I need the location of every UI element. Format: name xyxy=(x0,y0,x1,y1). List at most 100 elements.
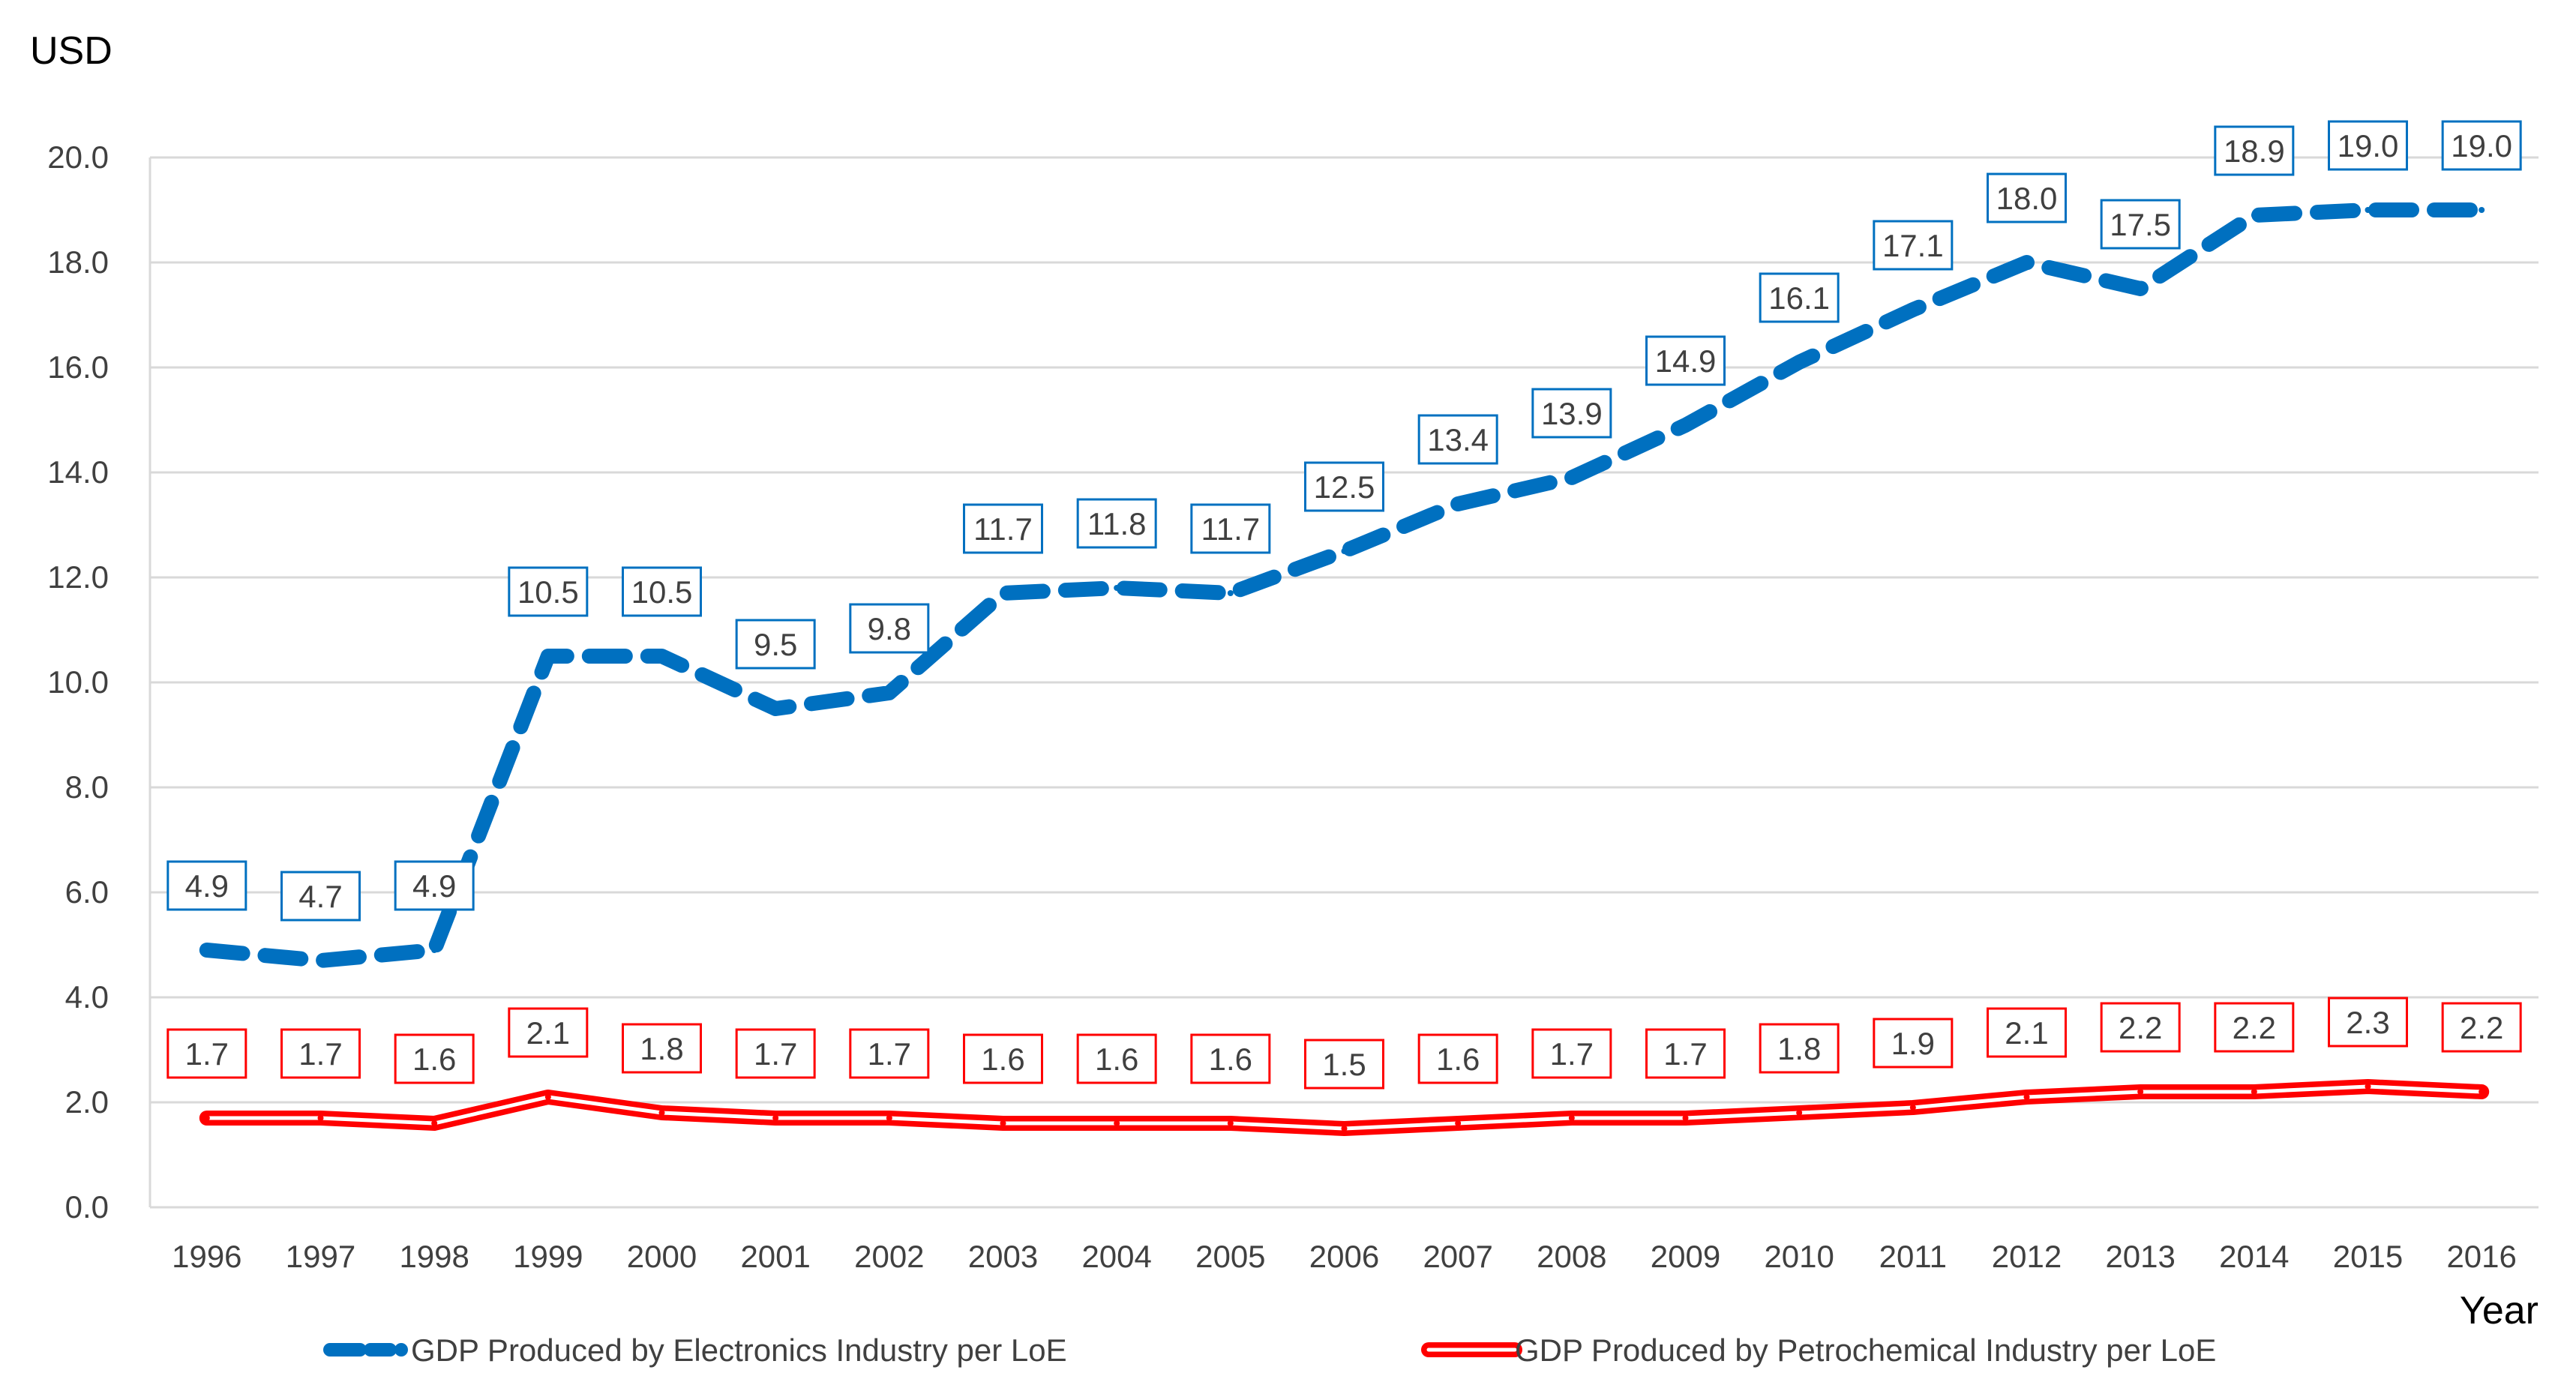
data-label-electronics: 11.7 xyxy=(1190,503,1271,554)
data-label-box-electronics xyxy=(2328,120,2408,171)
data-label-electronics: 4.9 xyxy=(394,860,475,911)
data-label-petrochemical: 1.5 xyxy=(1304,1039,1384,1090)
data-label-text-petrochemical: 1.7 xyxy=(298,1036,342,1072)
x-tick-label: 2010 xyxy=(1764,1239,1834,1274)
data-point-electronics xyxy=(544,653,551,659)
data-label-text-electronics: 19.0 xyxy=(2451,128,2512,163)
x-tick-label: 2014 xyxy=(2219,1239,2289,1274)
data-point-electronics xyxy=(2137,286,2144,292)
data-label-text-electronics: 4.9 xyxy=(185,868,229,904)
data-label-box-electronics xyxy=(849,603,930,654)
data-label-box-electronics xyxy=(2100,199,2181,250)
data-label-text-electronics: 9.8 xyxy=(868,611,911,646)
data-label-electronics: 10.5 xyxy=(508,566,589,617)
data-label-electronics: 14.9 xyxy=(1645,335,1726,386)
data-point-electronics xyxy=(1000,590,1006,596)
data-label-text-electronics: 11.7 xyxy=(1201,511,1261,547)
data-label-text-petrochemical: 1.7 xyxy=(868,1036,911,1072)
x-tick-label: 2012 xyxy=(1992,1239,2062,1274)
x-tick-label: 2007 xyxy=(1423,1239,1492,1274)
data-label-text-petrochemical: 1.8 xyxy=(1777,1031,1821,1066)
data-label-box-petrochemical xyxy=(1531,1028,1612,1079)
x-tick-label: 2000 xyxy=(627,1239,697,1274)
data-label-box-electronics xyxy=(508,566,589,617)
data-label-box-petrochemical xyxy=(394,1033,475,1084)
data-label-petrochemical: 1.7 xyxy=(735,1028,816,1079)
data-label-text-petrochemical: 1.8 xyxy=(640,1031,683,1066)
data-point-petrochemical xyxy=(1227,1120,1234,1126)
x-tick-label: 2008 xyxy=(1537,1239,1606,1274)
data-label-text-petrochemical: 2.2 xyxy=(2460,1010,2503,1045)
x-tick-label: 1998 xyxy=(399,1239,469,1274)
data-label-text-electronics: 17.5 xyxy=(2110,207,2171,242)
data-label-electronics: 18.9 xyxy=(2214,125,2295,176)
legend-item-petrochemical: GDP Produced by Petrochemical Industry p… xyxy=(1421,1333,2216,1368)
data-label-petrochemical: 1.7 xyxy=(849,1028,930,1079)
data-point-petrochemical xyxy=(1909,1105,1916,1111)
y-tick-label: 8.0 xyxy=(65,769,109,805)
data-point-petrochemical xyxy=(1000,1120,1006,1126)
y-tick-label: 20.0 xyxy=(47,139,109,175)
data-label-box-electronics xyxy=(622,566,702,617)
data-label-box-petrochemical xyxy=(849,1028,930,1079)
data-label-box-electronics xyxy=(1759,272,1840,323)
data-point-electronics xyxy=(2251,212,2257,218)
data-label-text-electronics: 9.5 xyxy=(754,627,797,662)
x-tick-label: 1999 xyxy=(513,1239,583,1274)
data-label-box-petrochemical xyxy=(2441,1002,2522,1053)
data-point-petrochemical xyxy=(2479,1089,2485,1095)
x-tick-label: 2002 xyxy=(854,1239,924,1274)
data-label-text-petrochemical: 1.6 xyxy=(1095,1042,1138,1077)
data-point-petrochemical xyxy=(1114,1120,1120,1126)
x-axis-ticks: 1996 1997 1998 1999 2000 2001 2002 2003 2004 2005… xyxy=(172,1239,2517,1274)
series-lines xyxy=(199,202,2490,1136)
data-label-petrochemical: 1.6 xyxy=(963,1033,1043,1084)
data-label-petrochemical: 1.6 xyxy=(394,1033,475,1084)
data-label-text-petrochemical: 1.9 xyxy=(1891,1026,1935,1061)
legend-item-electronics: GDP Produced by Electronics Industry per… xyxy=(323,1333,1067,1368)
legend-label-electronics: GDP Produced by Electronics Industry per… xyxy=(411,1333,1067,1368)
data-label-electronics: 11.8 xyxy=(1076,498,1157,549)
data-point-electronics xyxy=(317,958,324,964)
data-label-petrochemical: 1.7 xyxy=(1645,1028,1726,1079)
data-point-petrochemical xyxy=(317,1115,324,1121)
data-label-box-electronics xyxy=(1531,388,1612,439)
y-tick-label: 4.0 xyxy=(65,979,109,1015)
data-point-electronics xyxy=(1568,475,1575,481)
data-label-box-electronics xyxy=(735,619,816,670)
data-label-electronics: 17.1 xyxy=(1873,220,1954,271)
data-label-text-electronics: 4.9 xyxy=(412,868,456,904)
data-label-petrochemical: 1.6 xyxy=(1190,1033,1271,1084)
legend: GDP Produced by Electronics Industry per… xyxy=(323,1333,2216,1368)
data-label-text-petrochemical: 1.5 xyxy=(1322,1047,1366,1082)
data-label-text-electronics: 12.5 xyxy=(1314,469,1375,505)
data-label-text-petrochemical: 1.6 xyxy=(412,1042,456,1077)
data-point-petrochemical xyxy=(544,1094,551,1100)
data-label-text-electronics: 13.9 xyxy=(1541,396,1603,431)
data-label-box-electronics xyxy=(1987,172,2067,223)
data-label-petrochemical: 1.7 xyxy=(280,1028,361,1079)
x-tick-label: 2004 xyxy=(1081,1239,1151,1274)
data-label-electronics: 9.5 xyxy=(735,619,816,670)
data-label-text-electronics: 16.1 xyxy=(1768,280,1830,316)
data-label-box-electronics xyxy=(1304,461,1384,512)
data-label-petrochemical: 1.8 xyxy=(1759,1023,1840,1074)
data-label-box-petrochemical xyxy=(1304,1039,1384,1090)
data-label-electronics: 13.4 xyxy=(1417,414,1498,465)
data-label-text-electronics: 19.0 xyxy=(2338,128,2399,163)
x-tick-label: 1996 xyxy=(172,1239,241,1274)
data-label-text-electronics: 10.5 xyxy=(631,574,693,610)
data-label-box-petrochemical xyxy=(508,1007,589,1058)
data-label-box-petrochemical xyxy=(280,1028,361,1079)
data-label-electronics: 17.5 xyxy=(2100,199,2181,250)
data-point-electronics xyxy=(1227,590,1234,596)
data-label-box-electronics xyxy=(1417,414,1498,465)
data-point-petrochemical xyxy=(1341,1126,1348,1132)
y-tick-label: 14.0 xyxy=(47,454,109,490)
data-label-box-petrochemical xyxy=(1190,1033,1271,1084)
data-point-electronics xyxy=(1455,501,1462,507)
data-label-text-electronics: 13.4 xyxy=(1427,422,1489,457)
data-label-box-petrochemical xyxy=(1873,1018,1954,1069)
data-point-electronics xyxy=(203,947,210,953)
data-label-petrochemical: 1.6 xyxy=(1076,1033,1157,1084)
